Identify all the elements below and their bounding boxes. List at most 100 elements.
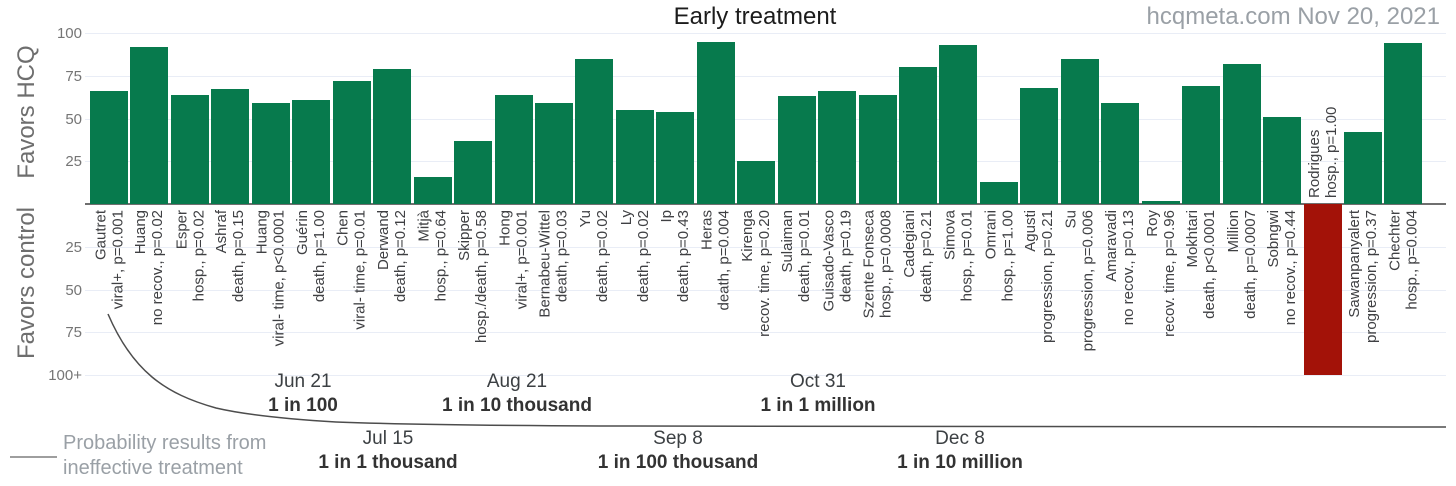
curve-legend-line2: ineffective treatment [63,457,243,479]
study-outcome: death, p=0.03 [553,210,571,303]
gridline [85,33,1446,34]
study-name: Heras [698,210,716,251]
gridline [85,246,1446,248]
study-name: Sulaiman [779,210,797,273]
timeline-date: Jun 21 [274,371,332,392]
gridline [85,75,1446,77]
study-bar [1222,63,1261,204]
study-outcome: viral- time, p=0.01 [351,210,369,330]
study-name: Mokhtari [1184,210,1202,268]
timeline-probability: 1 in 100 [268,395,338,416]
study-name: Bernabeu-Wittel [536,210,554,318]
study-name: Kirenga [739,210,757,262]
study-name: Sawanpanyalert [1345,210,1363,318]
study-outcome: no recov., p=0.13 [1120,210,1138,326]
study-name: Ip [658,210,676,223]
timeline-probability: 1 in 1 million [760,395,876,416]
study-bar [615,109,654,204]
timeline-date: Oct 31 [790,371,846,392]
study-bar [1384,43,1423,204]
study-label: Roy recov. time, p=0.96 [1144,210,1178,337]
study-bar [656,111,695,204]
study-name: Agusti [1022,210,1040,252]
study-name: Yu [577,210,595,228]
study-outcome: death, p=0.12 [392,210,410,303]
study-label: Chen viral- time, p=0.01 [335,210,369,330]
study-label: Szente Fonseca hosp., p=0.0008 [861,210,895,318]
study-label: Bernabeu-Wittel death, p=0.03 [537,210,571,318]
study-outcome: hosp., p=0.02 [189,210,207,302]
curve-legend-label: Probability results from ineffective tre… [63,431,266,481]
study-label: Hong viral+, p=0.001 [497,210,531,309]
timeline-annotation: Oct 31 1 in 1 million [760,370,875,418]
study-outcome: death, p<0.0001 [1201,210,1219,319]
timeline-annotation: Aug 21 1 in 10 thousand [442,370,592,418]
study-label: Su progression, p=0.006 [1063,210,1097,351]
curve-legend-swatch [10,456,57,458]
study-outcome: death, p=0.004 [715,210,733,311]
study-outcome: progression, p=0.21 [1039,210,1057,344]
study-outcome: viral+, p=0.001 [109,210,126,310]
study-name: Hong [496,210,514,246]
study-label: Mitjà hosp., p=0.64 [416,210,450,301]
study-outcome: no recov., p=0.02 [149,210,167,326]
study-label: Million death, p=0.0007 [1225,210,1259,319]
study-name: Million [1224,210,1242,253]
y-tick-label: 75 [65,67,82,85]
study-outcome: death, p=0.02 [634,210,652,303]
study-name: Sobngwi [1265,210,1283,268]
study-name: Esper [172,210,190,250]
study-label: Skipper hosp./death, p=0.58 [456,210,490,343]
study-bar [899,67,937,204]
study-bar [1263,116,1302,204]
study-name: Derwand [375,210,393,271]
study-label: Yu death, p=0.02 [577,210,611,302]
study-name: Gautret [92,210,109,261]
study-label: Simova hosp., p=0.01 [941,210,975,301]
study-outcome: recov. time, p=0.20 [756,210,774,337]
study-outcome: hosp., p=0.004 [1403,210,1421,310]
study-bar [211,89,250,204]
study-bar [696,41,735,204]
study-bar [373,68,412,204]
y-tick-label: 75 [65,324,82,342]
study-name: Cadegiani [901,210,918,278]
study-label: Ip death, p=0.43 [658,210,692,302]
study-name: Huang [132,210,150,255]
study-label: Derwand death, p=0.12 [375,210,409,302]
study-outcome: death, p=1.00 [311,210,329,303]
study-name: Roy [1143,210,1161,237]
study-outcome: hosp., p=0.64 [432,210,450,302]
study-name: Mitjà [415,210,433,242]
study-label: Chechter hosp., p=0.004 [1386,210,1420,310]
study-label: Cadegiani death, p=0.21 [901,210,935,302]
study-bar [534,103,573,204]
study-label: Amaravadi no recov., p=0.13 [1103,210,1137,325]
study-label: Rodrigues hosp., p=1.00 [1306,107,1340,198]
timeline-date: Dec 8 [935,428,985,449]
study-bar [575,58,614,204]
timeline-annotation: Sep 8 1 in 100 thousand [598,427,758,475]
study-name: Huang [253,210,271,255]
study-name: Chechter [1386,210,1404,271]
study-bar [251,103,290,204]
timeline-date: Sep 8 [653,428,703,449]
study-outcome: death, p=0.02 [594,210,612,303]
y-tick-label: 25 [65,238,82,256]
y-tick-label: 100 [56,25,82,42]
study-label: Kirenga recov. time, p=0.20 [739,210,773,337]
study-bar [332,80,371,204]
timeline-annotation: Jun 21 1 in 100 [268,370,338,418]
study-outcome: death, p=0.01 [796,210,814,303]
study-outcome: hosp./death, p=0.58 [473,210,491,344]
timeline-annotation: Dec 8 1 in 10 million [897,427,1023,475]
study-label: Agusti progression, p=0.21 [1022,210,1056,343]
y-tick-label: 25 [65,153,82,171]
study-bar [1303,204,1342,375]
study-outcome: hosp., p=0.01 [958,210,976,302]
study-bar [1060,58,1099,204]
study-outcome: viral+, p=0.001 [513,210,531,310]
timeline-date: Aug 21 [486,371,548,392]
study-bar [1101,103,1140,204]
study-label: Guisado-Vasco death, p=0.19 [820,210,854,311]
